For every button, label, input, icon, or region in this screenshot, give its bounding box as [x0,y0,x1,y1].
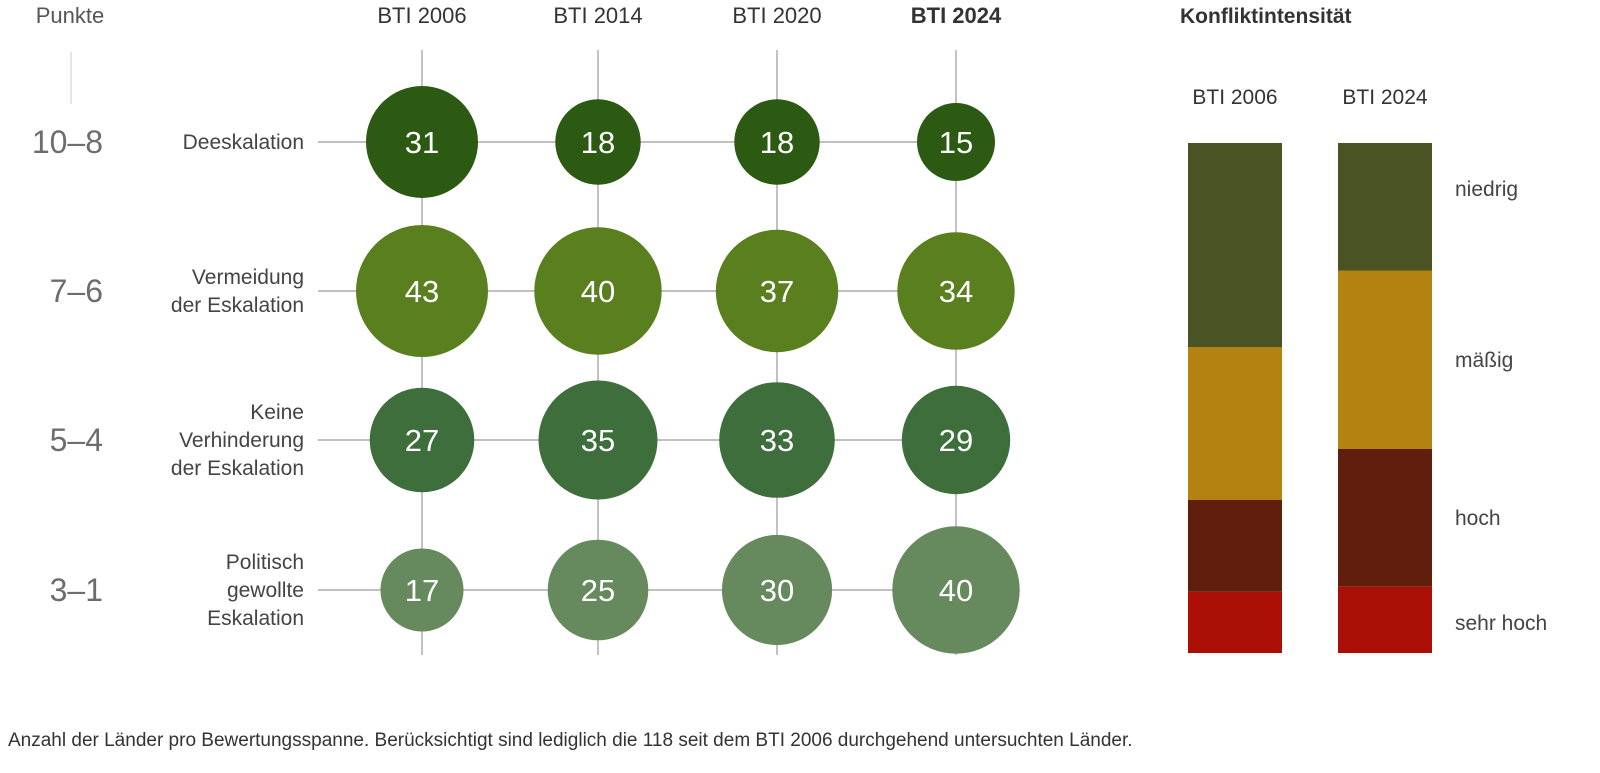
bubble [369,387,475,493]
bubble-value: 25 [581,573,615,608]
stacked-bar-segment [1188,143,1282,347]
bubble-value: 18 [581,125,615,160]
row-label: Vermeidung [192,266,304,289]
row-label: Politisch [226,551,304,574]
footnote: Anzahl der Länder pro Bewertungsspanne. … [8,730,1133,751]
bubble [917,103,995,181]
row-label: der Eskalation [171,457,304,480]
stacked-bar-header: BTI 2024 [1342,86,1428,109]
bubble [715,229,839,353]
bubble-value: 29 [939,423,973,458]
bubble [356,225,488,357]
bubble-value: 43 [405,274,439,309]
stacked-bar-segment [1338,586,1432,653]
score-range-label: 5–4 [50,422,103,458]
bubble [734,99,820,185]
bubble-value: 33 [760,423,794,458]
bubble-value: 27 [405,423,439,458]
bubble [901,385,1011,495]
bubble [897,232,1015,350]
bubble [721,534,833,646]
conflict-level-label: niedrig [1455,178,1518,201]
conflict-title: Konfliktintensität [1180,5,1352,28]
bubble [892,526,1020,654]
bubble-value: 34 [939,274,973,309]
row-label: Deeskalation [183,131,304,154]
bubble-value: 18 [760,125,794,160]
stacked-bar-segment [1188,591,1282,653]
bubble [547,539,649,641]
conflict-level-label: sehr hoch [1455,612,1547,635]
column-header: BTI 2014 [553,3,642,28]
row-label: Verhinderung [179,429,304,452]
bubble [555,99,641,185]
bubble-value: 15 [939,125,973,160]
row-label: gewollte [227,579,304,602]
stacked-bar-segment [1338,143,1432,271]
bubble-value: 17 [405,573,439,608]
bubble-value: 37 [760,274,794,309]
score-range-label: 10–8 [32,124,103,160]
bubble [380,548,464,632]
bubble-value: 40 [939,573,973,608]
bubble [538,380,658,500]
conflict-level-label: mäßig [1455,349,1513,372]
bubble-value: 30 [760,573,794,608]
conflict-level-label: hoch [1455,507,1501,530]
column-header: BTI 2006 [377,3,466,28]
stacked-bar-segment [1338,270,1432,449]
stacked-bar-segment [1338,449,1432,587]
score-range-label: 3–1 [50,572,103,608]
score-range-label: 7–6 [50,273,103,309]
bubble-value: 35 [581,423,615,458]
bubble-value: 31 [405,125,439,160]
bubble [366,86,478,198]
row-label: der Eskalation [171,294,304,317]
bubble-value: 40 [581,274,615,309]
stacked-bar-segment [1188,347,1282,500]
column-header: BTI 2020 [732,3,821,28]
column-header: BTI 2024 [911,3,1002,28]
bubble [719,382,835,498]
y-axis-title: Punkte [36,3,105,28]
row-label: Keine [250,401,304,424]
bubble [534,227,662,355]
stacked-bar-segment [1188,500,1282,592]
stacked-bar-header: BTI 2006 [1192,86,1277,109]
row-label: Eskalation [207,607,304,630]
